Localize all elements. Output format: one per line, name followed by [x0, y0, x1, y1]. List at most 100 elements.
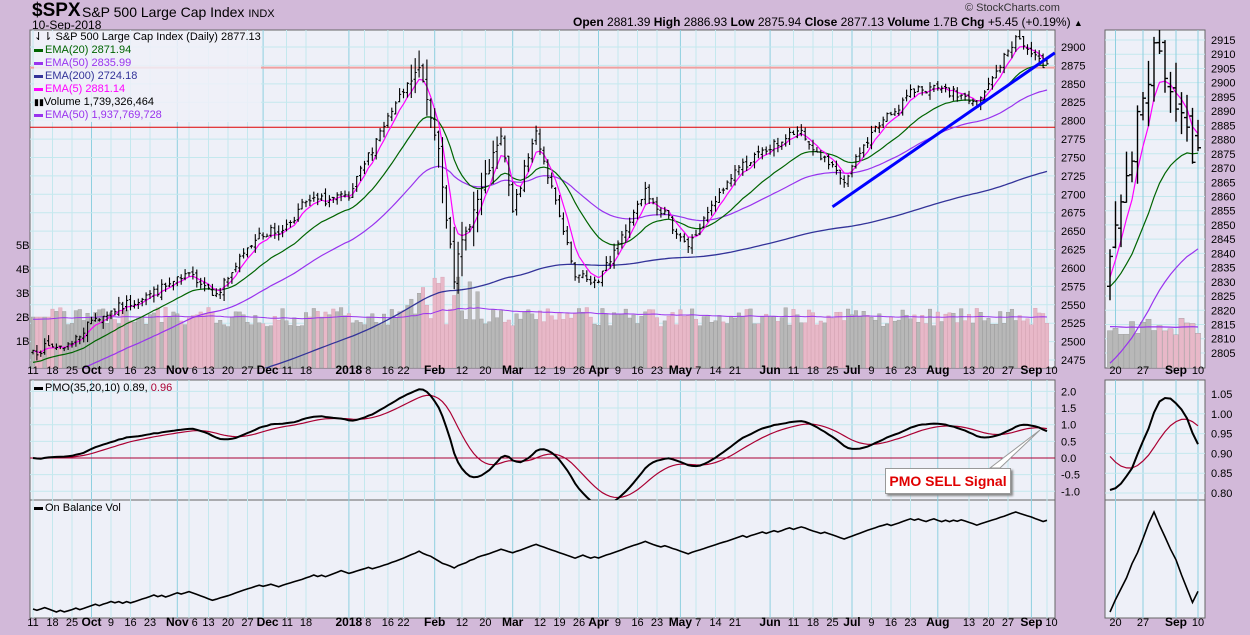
volume-bar — [229, 316, 234, 368]
ohlc-bar — [284, 219, 289, 232]
ohlc-bar — [932, 84, 936, 92]
volume-bar — [803, 322, 808, 368]
x-tick-label: 13 — [963, 365, 975, 377]
ohlc-bar — [230, 271, 234, 284]
zoom-volume-bar — [1107, 330, 1113, 368]
zoom-price-axis-label: 2870 — [1211, 163, 1235, 175]
ohlc-bar — [128, 294, 133, 311]
ohlc-bar — [616, 240, 620, 255]
panel-zpmo — [1104, 379, 1206, 501]
x-tick-label: 19 — [553, 365, 565, 377]
x-tick-label: 18 — [46, 617, 58, 629]
volume-bar — [588, 316, 593, 368]
ohlc-bar — [140, 297, 144, 307]
volume-bar — [1006, 312, 1011, 368]
ohlc-bar — [1018, 30, 1022, 40]
ohlc-bar — [429, 98, 433, 128]
volume-bar — [214, 322, 219, 368]
x-tick-label: Jul — [843, 363, 860, 377]
zoom-ohlc-bar — [1173, 62, 1179, 122]
volume-bar — [736, 312, 741, 368]
x-tick-label: 11 — [27, 617, 38, 629]
x-tick-label: Aug — [926, 363, 949, 377]
volume-bar — [955, 322, 960, 368]
x-tick-label: 25 — [826, 365, 838, 377]
volume-bar — [448, 308, 453, 368]
ohlc-summary: Open 2881.39 High 2886.93 Low 2875.94 Cl… — [573, 15, 1083, 29]
x-tick-label: 19 — [553, 617, 565, 629]
volume-bar — [584, 307, 589, 368]
x-tick-label: 23 — [904, 365, 916, 377]
pmo-sell-signal-annotation: PMO SELL Signal — [885, 468, 1011, 494]
zoom-x-tick-label: 10 — [1192, 365, 1204, 377]
x-tick-label: 9 — [868, 617, 874, 629]
volume-bar — [1013, 320, 1018, 368]
zoom-price-axis-label: 2815 — [1211, 320, 1235, 332]
ohlc-bar — [858, 147, 862, 161]
ohlc-bar — [522, 159, 526, 193]
obv-line — [32, 511, 1048, 613]
volume-bar — [506, 319, 511, 368]
volume-bar — [202, 313, 207, 368]
ohlc-bar — [261, 232, 265, 240]
volume-bar — [374, 322, 379, 368]
ohlc-bar — [304, 200, 308, 208]
ohlc-bar — [378, 128, 382, 142]
ema20-swatch-icon — [34, 48, 43, 52]
x-tick-label: 12 — [534, 365, 546, 377]
x-tick-label: 25 — [826, 617, 838, 629]
x-tick-label: 7 — [695, 365, 701, 377]
zoom-volume-bar — [1112, 328, 1119, 368]
ohlc-bar — [710, 200, 714, 216]
zoom-price-axis-label: 2890 — [1211, 106, 1235, 118]
volume-bar — [1029, 324, 1034, 368]
price-axis-label: 2850 — [1061, 79, 1085, 91]
volume-bar — [343, 315, 348, 368]
ohlc-bar — [386, 112, 390, 128]
volume-bar — [904, 314, 909, 368]
ohlc-bar — [624, 224, 628, 243]
ohlc-bar — [226, 276, 230, 287]
volume-bar — [1021, 320, 1026, 368]
volume-bar — [748, 308, 753, 368]
x-tick-label: May — [669, 615, 693, 629]
zoom-volume-bar — [1189, 323, 1196, 368]
ohlc-bar — [729, 173, 733, 187]
volume-bar — [963, 320, 968, 368]
volume-bar — [155, 307, 160, 368]
volume-bar — [335, 311, 340, 368]
pmo-swatch-icon — [34, 386, 43, 390]
ohlc-bar — [526, 153, 530, 172]
volume-bar — [908, 318, 913, 368]
ohlc-bar — [908, 84, 913, 98]
x-tick-label: 23 — [651, 617, 663, 629]
ohlc-bar — [214, 288, 218, 298]
ohlc-bar — [990, 75, 994, 90]
ohlc-bar — [97, 318, 101, 322]
volume-bar — [978, 312, 983, 368]
volume-bar — [284, 320, 289, 368]
volume-bar — [690, 308, 695, 368]
volume-bar — [834, 312, 839, 368]
ohlc-bar — [468, 224, 472, 233]
ohlc-bar — [50, 343, 55, 348]
volume-bar — [838, 311, 843, 368]
ohlc-bar — [464, 226, 468, 251]
ohlc-bar — [846, 174, 850, 187]
volume-bar — [463, 319, 468, 368]
pmo-axis-label: 2.0 — [1061, 386, 1076, 398]
pmo-line — [32, 388, 1048, 500]
volume-bar — [811, 312, 816, 368]
volume-bar — [101, 308, 106, 368]
ohlc-bar — [113, 308, 117, 316]
ohlc-bar — [674, 228, 679, 239]
volume-bar — [237, 311, 242, 368]
ohlc-bar — [986, 77, 991, 91]
copyright[interactable]: © StockCharts.com — [965, 2, 1060, 14]
volume-label: Volume — [887, 15, 930, 29]
zoom-price-axis-label: 2900 — [1211, 78, 1235, 90]
ohlc-bar — [507, 155, 511, 197]
ohlc-bar — [409, 64, 413, 99]
ema20-line — [32, 64, 1048, 363]
legend-volume: ▮▮Volume 1,739,326,464 — [34, 96, 261, 109]
